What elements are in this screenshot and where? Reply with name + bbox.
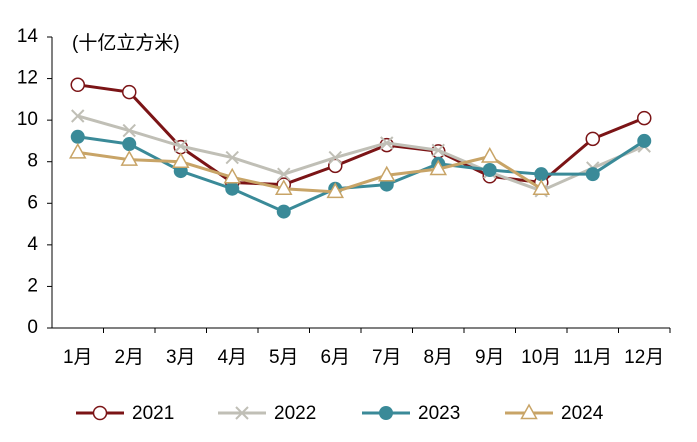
x-tick-label: 2月 [114, 347, 144, 368]
marker [277, 167, 291, 181]
y-tick-label: 2 [27, 275, 38, 296]
x-tick-label: 5月 [269, 347, 299, 368]
marker [276, 204, 291, 219]
series-line [77, 150, 543, 194]
marker [71, 109, 85, 123]
x-tick-label: 12月 [624, 347, 664, 368]
legend-label: 2021 [132, 403, 174, 424]
marker [482, 163, 497, 178]
marker [380, 136, 394, 150]
marker [431, 143, 445, 157]
x-tick-label: 4月 [217, 347, 247, 368]
x-tick-label: 10月 [521, 347, 561, 368]
y-tick-label: 10 [17, 109, 38, 130]
marker [122, 84, 137, 100]
y-tick-label: 0 [27, 317, 38, 338]
series-line [77, 135, 646, 214]
marker [174, 139, 188, 153]
marker [223, 167, 242, 184]
marker [92, 405, 108, 421]
marker [68, 142, 87, 159]
legend-label: 2024 [561, 403, 604, 424]
x-tick-label: 3月 [166, 347, 196, 368]
marker [326, 182, 345, 199]
legend-label: 2023 [418, 403, 460, 424]
series-line [77, 83, 645, 187]
x-tick-label: 11月 [573, 347, 612, 368]
marker [70, 77, 85, 93]
marker [328, 150, 342, 165]
y-tick-label: 8 [27, 151, 38, 172]
marker [235, 406, 249, 420]
marker [122, 123, 136, 138]
marker [532, 179, 551, 195]
x-tick-label: 1月 [63, 347, 93, 368]
marker [274, 179, 293, 195]
x-tick-label: 7月 [372, 347, 402, 368]
x-tick-label: 9月 [475, 347, 505, 368]
marker [70, 129, 85, 144]
y-tick-label: 14 [17, 26, 39, 47]
marker [520, 403, 538, 420]
marker [534, 167, 549, 182]
marker [225, 181, 240, 196]
marker [377, 165, 396, 182]
y-tick-label: 6 [27, 192, 38, 213]
marker [379, 406, 393, 420]
marker [585, 131, 600, 147]
legend-label: 2022 [274, 403, 316, 424]
marker [637, 133, 652, 148]
marker [171, 152, 190, 168]
marker [585, 167, 600, 182]
unit-label: (十亿立方米) [72, 32, 180, 54]
series-line [77, 114, 645, 193]
marker [225, 150, 239, 165]
marker [328, 158, 343, 174]
y-tick-label: 12 [17, 68, 38, 89]
marker [637, 110, 652, 126]
marker [120, 150, 139, 166]
x-tick-label: 6月 [320, 347, 350, 368]
marker [480, 146, 499, 163]
marker [122, 137, 137, 152]
y-tick-label: 4 [27, 234, 38, 255]
x-tick-label: 8月 [423, 347, 453, 368]
marker [429, 159, 448, 176]
